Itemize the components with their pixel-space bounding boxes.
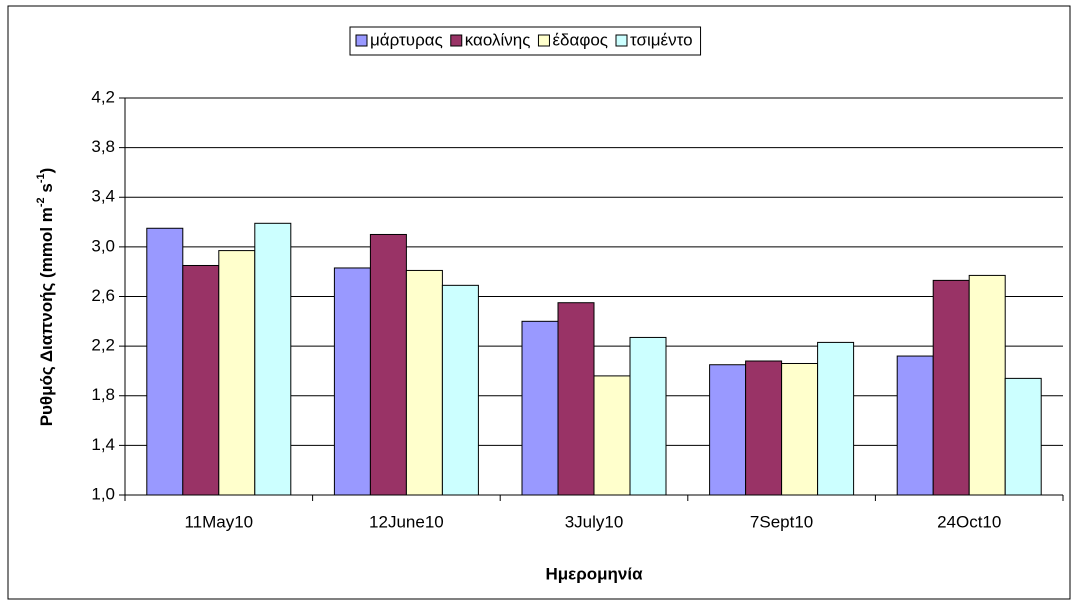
bar	[182, 264, 220, 496]
legend-box	[349, 26, 702, 56]
y-label-sup: -1	[35, 173, 47, 183]
x-tick-label: 11May10	[184, 512, 253, 531]
y-label-sup: -2	[35, 197, 47, 207]
y-label-part: s	[37, 183, 56, 197]
bar	[369, 233, 407, 496]
y-axis-label: Ρυθμός Διαπνοής (mmol m-2 s-1)	[35, 168, 57, 427]
y-label-part: )	[37, 168, 56, 174]
bar	[521, 320, 559, 496]
bar	[405, 269, 443, 496]
y-tick-label: 3,8	[91, 137, 115, 156]
bar	[745, 360, 783, 496]
bar	[968, 274, 1006, 496]
x-tick-label: 24Oct10	[937, 512, 1001, 531]
y-tick-label: 1,8	[91, 385, 115, 404]
y-tick-label: 3,4	[91, 187, 115, 206]
legend-swatch	[355, 34, 368, 47]
bar	[781, 362, 819, 496]
bar	[932, 279, 970, 496]
legend-swatch	[615, 34, 628, 47]
legend-swatch	[450, 34, 463, 47]
x-tick-label: 3July10	[565, 512, 624, 531]
bar	[709, 364, 747, 496]
bar	[896, 355, 934, 496]
y-tick-label: 3,0	[91, 236, 115, 255]
bar	[817, 341, 855, 496]
x-axis-label: Ημερομηνία	[545, 564, 643, 583]
y-tick-label: 2,6	[91, 286, 115, 305]
y-label-part: Ρυθμός Διαπνοής (mmol m	[37, 207, 56, 426]
bar	[254, 222, 292, 496]
legend-label: τσιμέντο	[630, 30, 693, 49]
bar	[333, 267, 371, 496]
bar	[146, 227, 184, 496]
y-tick-label: 2,2	[91, 336, 115, 355]
x-tick-label: 7Sept10	[750, 512, 813, 531]
bar	[557, 302, 595, 496]
y-tick-label: 1,0	[91, 484, 115, 503]
bar	[218, 250, 256, 496]
legend-swatch	[537, 34, 550, 47]
x-tick-label: 12June10	[369, 512, 444, 531]
bar	[629, 336, 667, 496]
legend-label: μάρτυρας	[370, 30, 443, 49]
bar	[1004, 377, 1042, 496]
bar	[593, 375, 631, 496]
legend-label: καολίνης	[465, 30, 531, 49]
legend-label: έδαφος	[552, 30, 608, 49]
y-tick-label: 1,4	[91, 435, 115, 454]
y-tick-label: 4,2	[91, 87, 115, 106]
bar	[441, 284, 479, 496]
